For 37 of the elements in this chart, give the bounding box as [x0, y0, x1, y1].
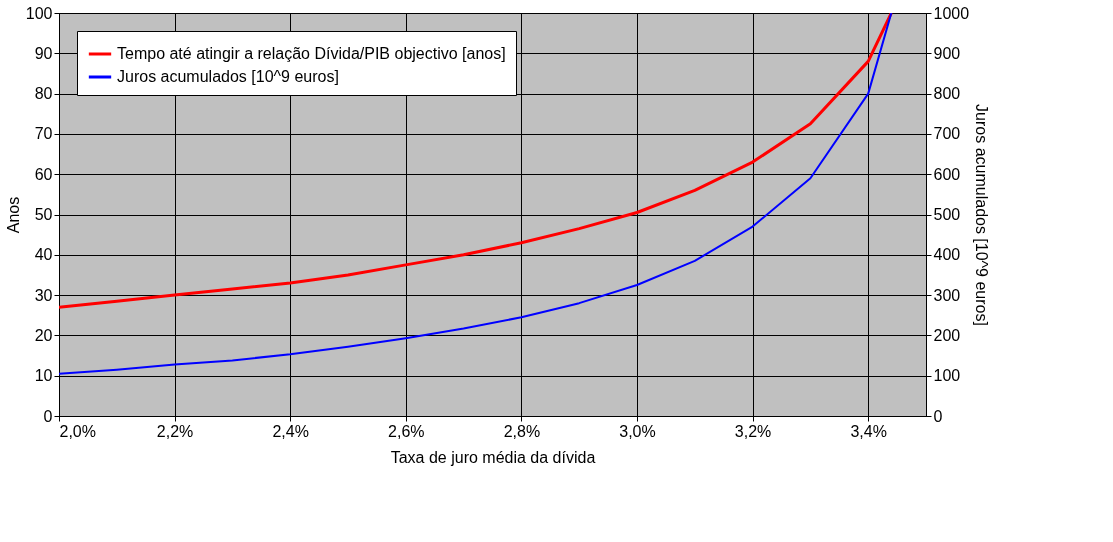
- y-tick-label: 40: [34, 246, 53, 264]
- line-series: [59, 13, 893, 375]
- y-tick-label: 60: [34, 165, 53, 183]
- y2-tick-label: 600: [933, 165, 961, 183]
- x-tick-label: 2,6%: [388, 422, 425, 440]
- y2-tick-label: 100: [933, 367, 961, 385]
- y2-tick-label: 500: [933, 206, 961, 223]
- line-series: [59, 13, 893, 309]
- y2-tick-label: 800: [933, 85, 961, 103]
- y2-tick-label: 300: [933, 286, 961, 304]
- legend-label: Tempo até atingir a relação Dívida/PIB objectivo [anos]: [117, 45, 506, 62]
- x-axis-title: Taxa de juro média da dívida: [390, 448, 596, 466]
- y-tick-label: 70: [34, 125, 53, 143]
- x-tick-label: 2,4%: [272, 422, 309, 440]
- y2-axis-title: Juros acumulados [10^9 euros]: [973, 104, 991, 326]
- y-tick-label: 20: [34, 326, 53, 344]
- y2-tick-label: 200: [933, 326, 961, 344]
- legend-label: Juros acumulados [10^9 euros]: [117, 68, 339, 85]
- y-tick-label: 90: [34, 44, 53, 62]
- y2-tick-label: 400: [933, 246, 961, 264]
- y2-tick-label: 900: [933, 44, 961, 62]
- y-tick-label: 30: [34, 286, 53, 304]
- x-tick-label: 3,4%: [850, 422, 887, 440]
- x-tick-label: 3,0%: [619, 422, 656, 440]
- x-tick-label: 2,2%: [156, 422, 194, 440]
- x-tick-label: 2,8%: [503, 422, 541, 440]
- y-tick-label: 0: [43, 407, 53, 425]
- y-axis-title: Anos: [4, 196, 22, 234]
- y2-tick-label: 0: [933, 407, 943, 425]
- y-tick-label: 80: [34, 85, 53, 103]
- y2-tick-label: 700: [933, 125, 961, 143]
- x-tick-label: 2,0%: [59, 422, 96, 440]
- y2-tick-label: 1000: [933, 4, 970, 22]
- y-tick-label: 50: [34, 206, 53, 223]
- y-tick-label: 100: [25, 4, 53, 22]
- x-tick-label: 3,2%: [734, 422, 772, 440]
- y-tick-label: 10: [34, 367, 53, 385]
